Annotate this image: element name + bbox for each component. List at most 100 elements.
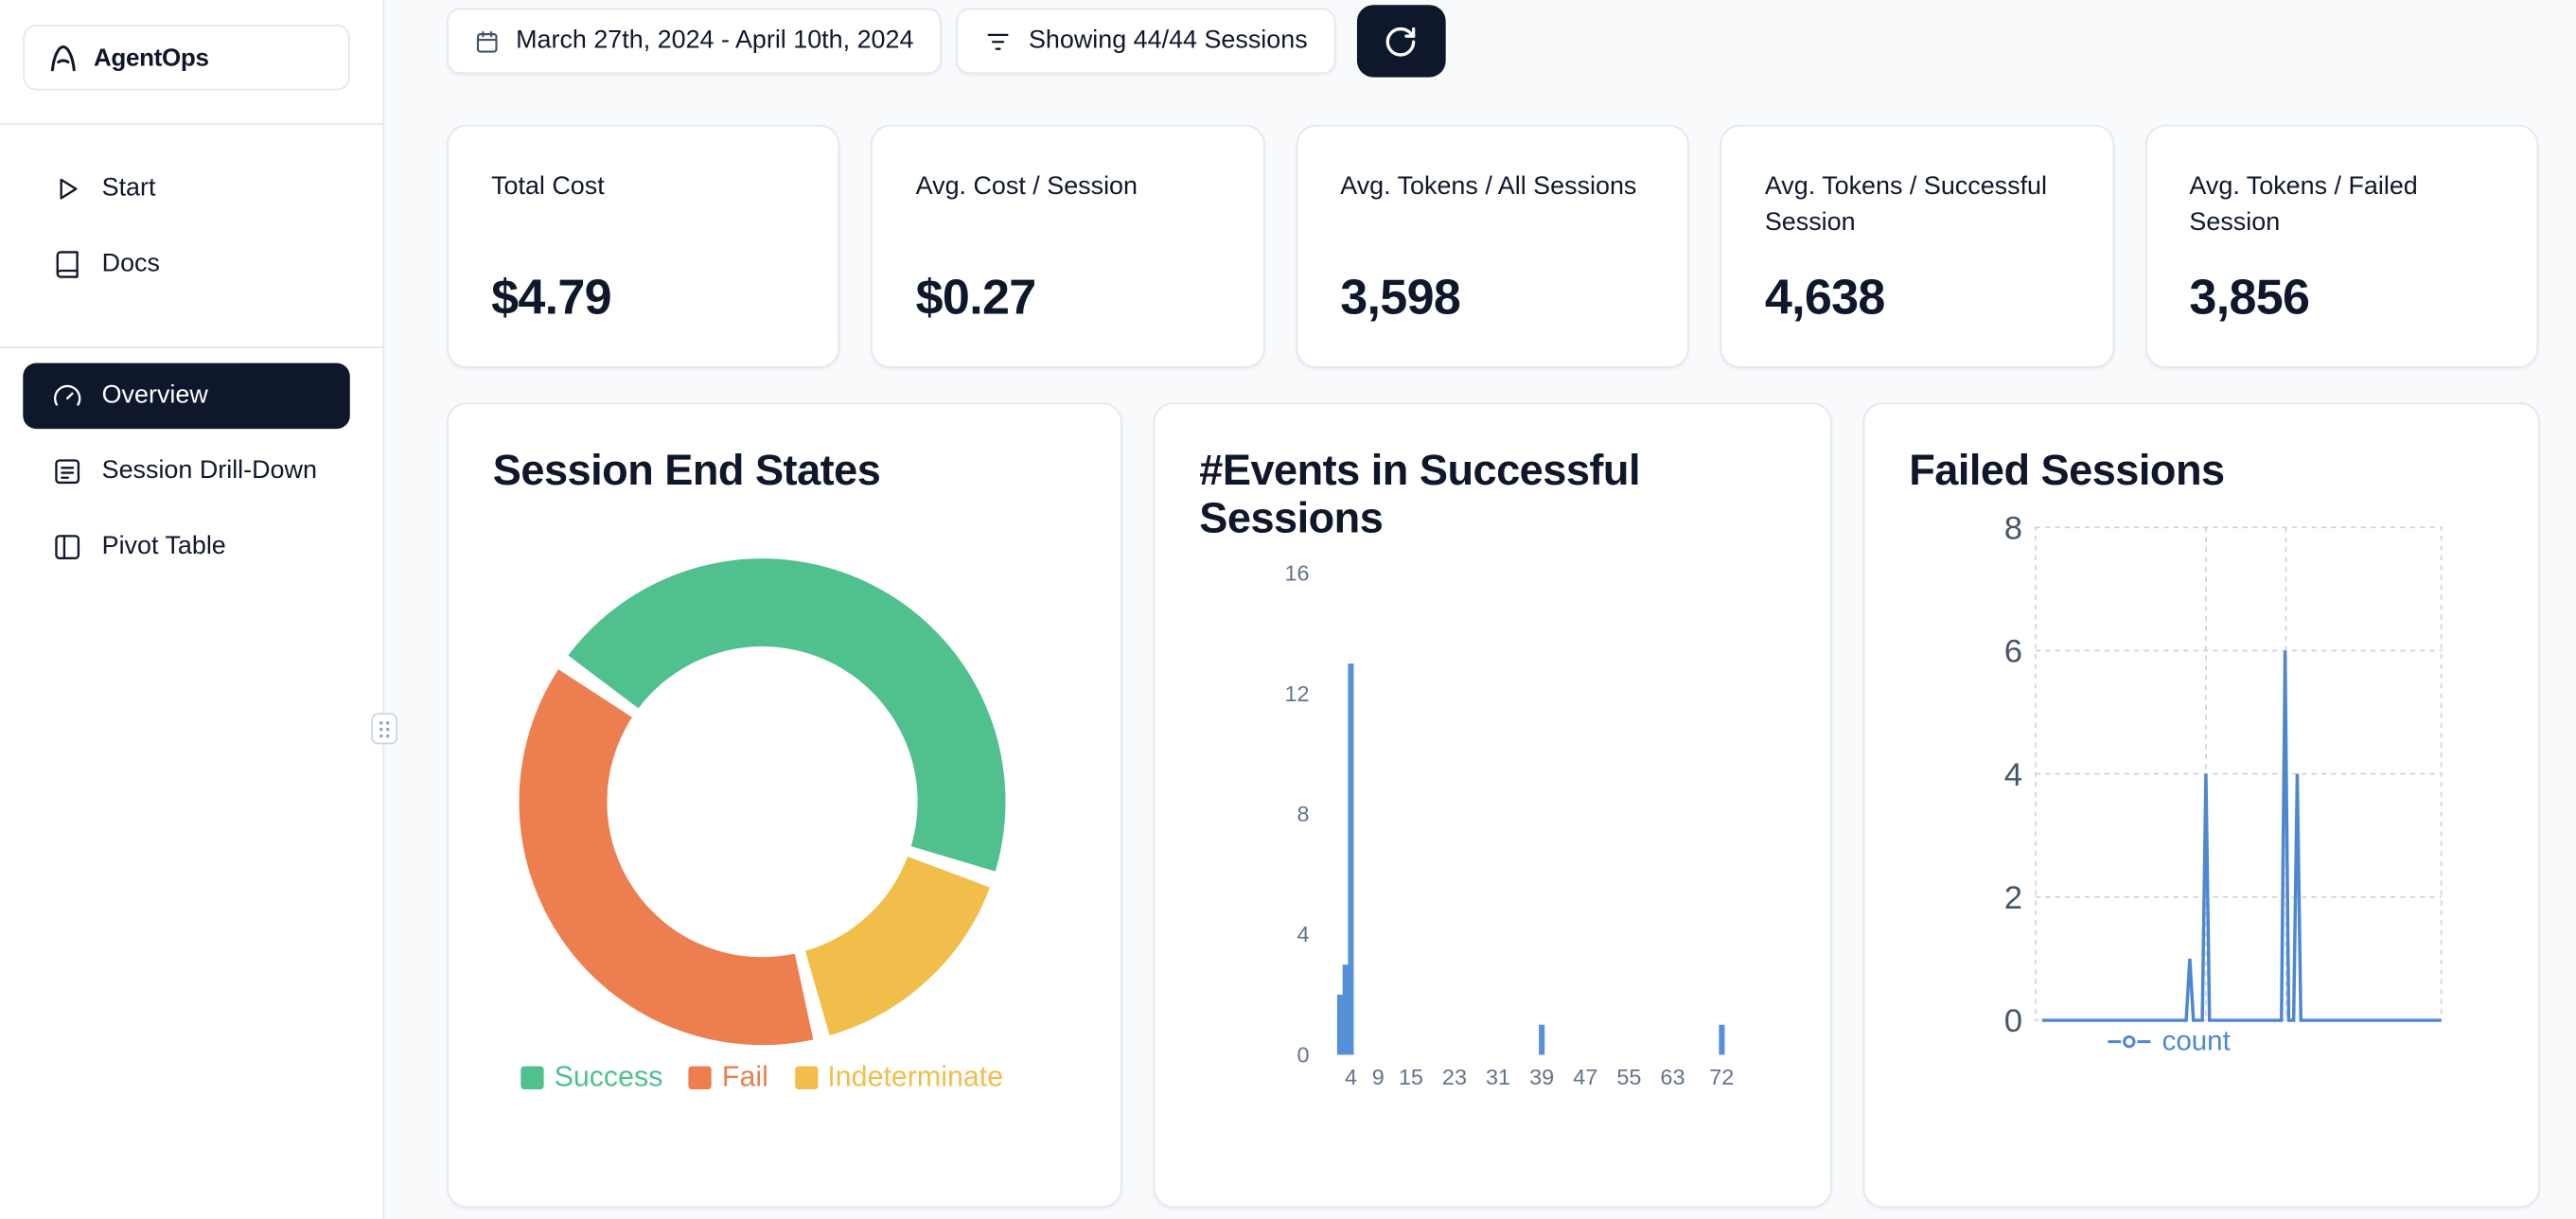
sidebar-item-label: Session Drill-Down	[101, 456, 317, 486]
stat-label: Avg. Tokens / Successful Session	[1764, 172, 2048, 238]
stat-value: 4,638	[1764, 271, 1886, 326]
refresh-icon	[1386, 26, 1416, 56]
count-series-line[interactable]	[2041, 650, 2442, 1022]
stat-value: $0.27	[915, 271, 1037, 326]
histogram-bar[interactable]	[1348, 663, 1354, 1055]
toolbar: March 27th, 2024 - April 10th, 2024 Show…	[447, 5, 1446, 78]
y-tick-label: 2	[2004, 880, 2022, 916]
sidebar-item-label: Overview	[101, 380, 208, 410]
legend-label: Success	[554, 1059, 663, 1093]
y-tick-label: 4	[1297, 922, 1310, 946]
y-tick-label: 8	[2004, 510, 2022, 546]
sidebar-item-pivot-table[interactable]: Pivot Table	[23, 514, 349, 579]
sidebar-item-docs[interactable]: Docs	[23, 232, 349, 297]
legend-item-fail[interactable]: Fail	[689, 1060, 768, 1094]
events-histogram-card: #Events in Successful Sessions 0 4 8 12 16 4 9…	[1153, 402, 1832, 1208]
docs-icon	[56, 251, 79, 278]
x-tick-label: 47	[1573, 1065, 1597, 1089]
y-tick-label: 16	[1285, 561, 1310, 586]
session-end-states-donut-chart[interactable]	[449, 404, 1122, 1208]
stat-card-avg-tokens-successful: Avg. Tokens / Successful Session 4,638	[1720, 124, 2114, 368]
stat-label: Avg. Cost / Session	[915, 172, 1138, 201]
legend-item-success[interactable]: Success	[520, 1059, 663, 1094]
stat-label: Avg. Tokens / All Sessions	[1340, 172, 1637, 201]
chart-title: #Events in Successful Sessions	[1199, 445, 1640, 542]
sidebar-item-session-drill-down[interactable]: Session Drill-Down	[23, 439, 349, 504]
stat-value: $4.79	[491, 271, 612, 326]
histogram-bar[interactable]	[1342, 964, 1349, 1055]
sidebar-item-label: Start	[101, 174, 156, 203]
count-legend-label: count	[2161, 1025, 2231, 1057]
stat-value: 3,598	[1340, 271, 1461, 326]
donut-slice-success[interactable]	[568, 558, 1006, 872]
x-tick-label: 15	[1399, 1065, 1423, 1089]
count-series-icon	[2108, 1034, 2151, 1049]
x-tick-label: 31	[1486, 1065, 1510, 1089]
y-tick-label: 0	[1297, 1042, 1310, 1067]
legend-label: Indeterminate	[827, 1059, 1004, 1093]
failed-sessions-card: Failed Sessions 0 2 4 6 8 count	[1862, 402, 2540, 1208]
session-end-states-card: Session End States Success Fail Indeterm…	[447, 402, 1122, 1208]
calendar-icon	[476, 30, 498, 52]
stat-label: Avg. Tokens / Failed Session	[2189, 172, 2418, 238]
legend-label: Fail	[721, 1059, 768, 1093]
histogram-bar[interactable]	[1336, 994, 1344, 1055]
sessions-filter-label: Showing 44/44 Sessions	[1028, 26, 1308, 55]
x-tick-label: 72	[1709, 1065, 1734, 1089]
chart-title: Session End States	[492, 445, 881, 495]
charts-row: Session End States Success Fail Indeterm…	[447, 402, 2540, 1208]
stat-value: 3,856	[2189, 271, 2310, 326]
sidebar-item-label: Pivot Table	[101, 532, 226, 560]
donut-slice-indeterminate[interactable]	[803, 855, 990, 1036]
sidebar-resize-handle[interactable]	[371, 713, 398, 745]
brand-name: AgentOps	[93, 44, 209, 72]
list-detail-icon	[55, 459, 80, 485]
agentops-logo-icon	[50, 44, 76, 71]
y-tick-label: 4	[2004, 757, 2022, 793]
legend-item-indeterminate[interactable]: Indeterminate	[794, 1059, 1004, 1094]
stat-card-avg-tokens-failed: Avg. Tokens / Failed Session 3,856	[2144, 124, 2539, 368]
x-tick-label: 39	[1529, 1065, 1554, 1089]
sessions-filter-button[interactable]: Showing 44/44 Sessions	[956, 8, 1336, 75]
play-icon	[60, 178, 78, 200]
success-swatch-icon	[520, 1065, 545, 1089]
y-tick-label: 12	[1285, 681, 1310, 706]
failed-sessions-line-chart[interactable]: 0 2 4 6 8	[1864, 404, 2539, 1208]
sidebar-divider-top	[0, 123, 383, 125]
stats-row: Total Cost $4.79 Avg. Cost / Session $0.…	[447, 124, 2539, 368]
stat-card-avg-cost-session: Avg. Cost / Session $0.27	[871, 124, 1265, 368]
indeterminate-swatch-icon	[794, 1065, 818, 1089]
histogram-bar[interactable]	[1719, 1024, 1725, 1055]
table-icon	[55, 535, 80, 559]
chart-title: Failed Sessions	[1909, 445, 2225, 495]
donut-legend: Success Fail Indeterminate	[449, 1060, 1076, 1094]
sidebar-item-label: Docs	[101, 249, 160, 278]
stat-label: Total Cost	[491, 172, 605, 201]
x-tick-label: 63	[1660, 1065, 1685, 1089]
x-tick-label: 4	[1345, 1065, 1357, 1089]
y-tick-label: 6	[2004, 634, 2022, 670]
histogram-bar[interactable]	[1539, 1024, 1545, 1055]
y-tick-label: 0	[2004, 1003, 2022, 1039]
x-tick-label: 9	[1372, 1065, 1385, 1089]
sidebar-item-start[interactable]: Start	[23, 156, 349, 221]
sidebar-divider-nav	[0, 346, 383, 349]
sidebar-item-overview[interactable]: Overview	[23, 362, 350, 430]
x-tick-label: 55	[1616, 1065, 1641, 1089]
gauge-icon	[54, 384, 81, 406]
stat-card-total-cost: Total Cost $4.79	[447, 124, 840, 368]
x-tick-label: 23	[1442, 1065, 1467, 1089]
fail-swatch-icon	[689, 1065, 713, 1089]
refresh-button[interactable]	[1356, 5, 1446, 78]
brand-card[interactable]: AgentOps	[23, 25, 350, 91]
donut-slice-fail[interactable]	[519, 669, 814, 1046]
line-chart-legend[interactable]: count	[2108, 1025, 2231, 1058]
stat-card-avg-tokens-all: Avg. Tokens / All Sessions 3,598	[1296, 124, 1689, 368]
filter-icon	[987, 32, 1009, 49]
date-range-button[interactable]: March 27th, 2024 - April 10th, 2024	[447, 8, 942, 75]
grip-dots-icon	[379, 720, 390, 737]
y-tick-label: 8	[1297, 802, 1310, 826]
sidebar: AgentOps Start Docs Overview S	[0, 0, 398, 1219]
